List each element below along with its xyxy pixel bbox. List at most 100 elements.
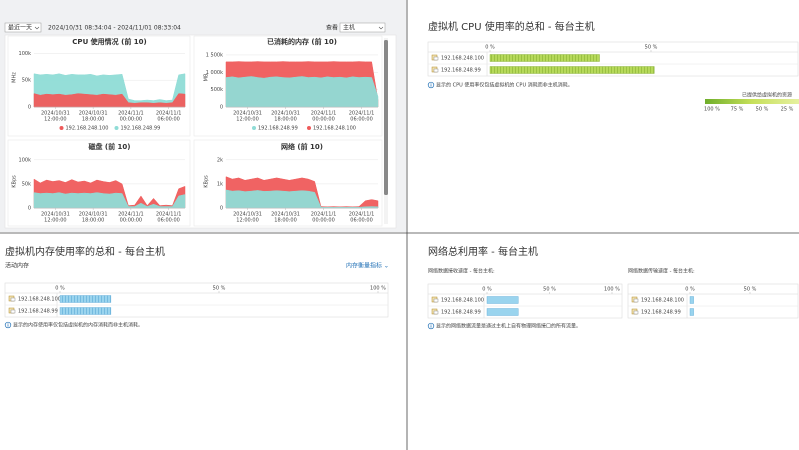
legend-tick: 50 % [756, 107, 769, 113]
bar [489, 66, 655, 74]
tick-label: 0 % [55, 286, 65, 292]
y-tick-label: 1k [217, 181, 223, 187]
bar [59, 307, 112, 315]
y-axis-label: KBps [12, 175, 18, 188]
y-tick-label: 100k [19, 51, 32, 57]
x-tick-date: 2024/11/1 [156, 111, 182, 117]
note: 显示的 CPU 使用率仅包括虚拟机的 CPU 消耗而非主机消耗。 [436, 82, 573, 89]
y-tick-label: 100k [19, 157, 32, 163]
legend-label: 192.168.248.99 [258, 126, 298, 132]
cpu-panel [410, 0, 799, 232]
host-link[interactable]: 192.168.248.99 [18, 309, 58, 315]
x-tick-time: 12:00:00 [44, 117, 66, 123]
table [427, 283, 623, 319]
x-tick-date: 2024/11/1 [311, 111, 337, 117]
host-link[interactable]: 192.168.248.100 [18, 297, 61, 303]
x-tick-date: 2024/10/31 [233, 212, 262, 218]
scroll-thumb[interactable] [384, 40, 388, 195]
legend-swatch [59, 126, 64, 130]
host-icon [633, 310, 639, 315]
legend-label: 192.168.248.99 [121, 126, 161, 132]
host-link[interactable]: 192.168.248.100 [441, 56, 484, 62]
x-tick-time: 00:00:00 [120, 218, 142, 224]
host-icon [433, 68, 439, 73]
host-link[interactable]: 192.168.248.100 [441, 298, 484, 304]
bar [486, 296, 519, 304]
tick-label: 50 % [645, 45, 658, 51]
legend-tick: 25 % [781, 107, 794, 113]
info-icon [430, 323, 432, 325]
x-tick-time: 12:00:00 [236, 117, 258, 123]
tick-label: 50 % [213, 286, 226, 292]
y-tick-label: 1 500k [206, 52, 223, 58]
bar [59, 295, 112, 303]
tick-label: 100 % [604, 287, 620, 293]
bar [689, 308, 694, 316]
legend-label: 192.168.248.100 [66, 126, 109, 132]
area [225, 189, 379, 209]
panel-title: 网络总利用率 - 每台主机 [428, 245, 538, 258]
x-tick-time: 06:00:00 [350, 117, 372, 123]
y-tick-label: 0 [220, 206, 223, 212]
legend-label: 192.168.248.100 [313, 126, 356, 132]
host-icon [633, 298, 639, 303]
tick-label: 100 % [370, 286, 386, 292]
info-icon [7, 322, 9, 324]
host-link[interactable]: 192.168.248.99 [641, 310, 681, 316]
bar [689, 296, 694, 304]
x-tick-date: 2024/11/1 [156, 212, 182, 218]
caret [34, 26, 40, 30]
metric-link[interactable]: 内存衡量指标 ⌄ [346, 262, 389, 270]
y-axis-label: KBps [204, 175, 210, 188]
subtitle: 活动内存 [5, 262, 29, 270]
x-tick-time: 00:00:00 [312, 218, 334, 224]
chart-title: 网络 (前 10) [281, 142, 323, 151]
x-tick-date: 2024/11/1 [349, 111, 375, 117]
host-link[interactable]: 192.168.248.99 [441, 310, 481, 316]
x-tick-date: 2024/10/31 [271, 212, 300, 218]
host-icon [433, 310, 439, 315]
host-link[interactable]: 192.168.248.99 [441, 68, 481, 74]
x-tick-time: 18:00:00 [82, 117, 104, 123]
x-tick-date: 2024/10/31 [41, 111, 70, 117]
legend-swatch [307, 126, 311, 130]
tick-label: 0 % [482, 287, 492, 293]
y-tick-label: 50k [22, 78, 31, 84]
tick-label: 50 % [543, 287, 556, 293]
note: 显示的内存使用率仅包括虚拟机的内存消耗而非主机消耗。 [13, 322, 143, 329]
legend-title: 已提供给虚拟机的资源 [742, 92, 792, 99]
chart-title: CPU 使用情况 (前 10) [72, 37, 146, 46]
range-select[interactable] [4, 22, 42, 33]
period: 2024/10/31 08:34:04 - 2024/11/01 08:33:0… [48, 25, 181, 32]
x-tick-date: 2024/10/31 [41, 212, 70, 218]
host-icon [10, 309, 16, 314]
view-select[interactable] [339, 22, 386, 33]
info-icon [427, 81, 435, 89]
y-axis-label: MHz [12, 72, 18, 83]
legend-tick: 75 % [731, 107, 744, 113]
panel-title: 虚拟机 CPU 使用率的总和 - 每台主机 [428, 20, 595, 33]
info-icon [427, 322, 435, 330]
host-icon [433, 298, 439, 303]
tick-label: 50 % [744, 287, 757, 293]
chart-title: 已消耗的内存 (前 10) [267, 37, 337, 46]
y-tick-label: 50k [22, 181, 31, 187]
y-tick-label: 2k [217, 157, 223, 163]
tick-label: 0 % [485, 45, 495, 51]
legend-tick: 100 % [704, 107, 720, 113]
panel-title: 虚拟机内存使用率的总和 - 每台主机 [5, 245, 165, 258]
x-tick-date: 2024/11/1 [311, 212, 337, 218]
x-tick-time: 18:00:00 [274, 117, 296, 123]
area [33, 93, 186, 108]
host-link[interactable]: 192.168.248.100 [641, 298, 684, 304]
tick-label: 0 % [685, 287, 695, 293]
table [627, 283, 799, 319]
area [225, 76, 379, 108]
x-tick-time: 06:00:00 [157, 218, 179, 224]
bar [486, 308, 519, 316]
bar [489, 54, 600, 62]
info-icon [4, 321, 12, 329]
x-tick-time: 06:00:00 [157, 117, 179, 123]
x-tick-date: 2024/10/31 [233, 111, 262, 117]
x-tick-time: 06:00:00 [350, 218, 372, 224]
